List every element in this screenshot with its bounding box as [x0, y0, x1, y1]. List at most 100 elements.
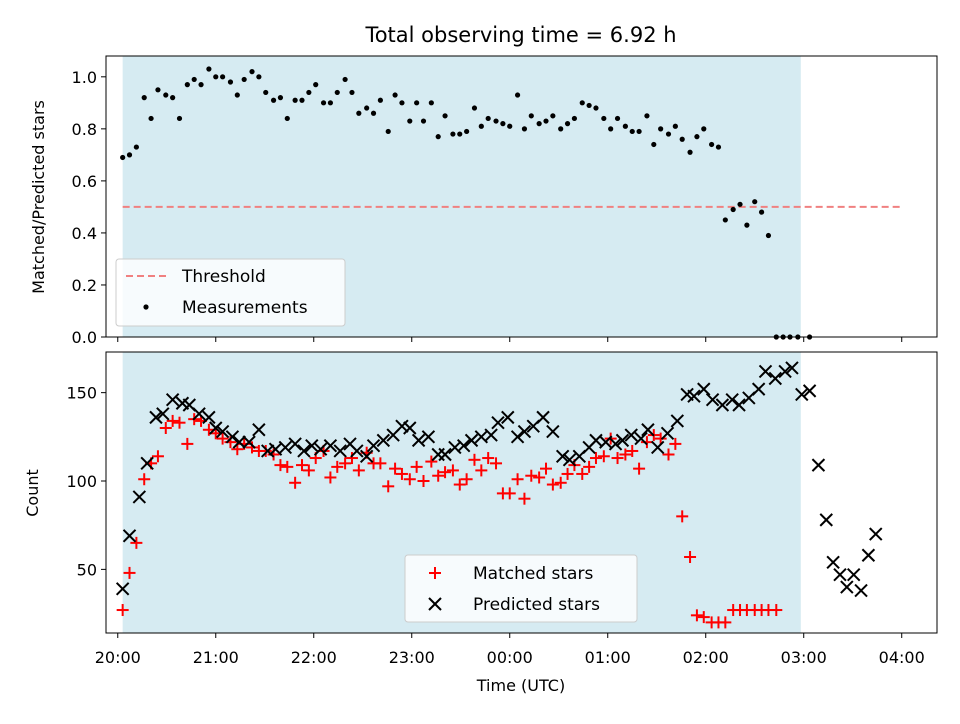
- predicted-point: [861, 548, 876, 562]
- measurement-point: [377, 97, 383, 103]
- predicted-point: [536, 410, 550, 425]
- measurement-point: [521, 126, 528, 132]
- matched-point: [439, 466, 452, 479]
- matched-point: [116, 604, 129, 617]
- measurement-point: [701, 126, 707, 132]
- predicted-point: [641, 423, 655, 437]
- predicted-point: [140, 456, 154, 471]
- measurement-point: [744, 222, 750, 228]
- predicted-point: [313, 442, 328, 456]
- bottom-xtick-label: 04:00: [879, 648, 925, 667]
- measurement-point: [399, 100, 405, 106]
- bottom-xtick-label: 01:00: [585, 648, 631, 667]
- predicted-point: [660, 426, 675, 441]
- measurement-point: [464, 128, 470, 135]
- predicted-point: [305, 438, 319, 453]
- measurement-point: [370, 110, 377, 116]
- matched-point: [289, 476, 302, 489]
- legend-measurements-label: Measurements: [182, 298, 308, 318]
- measurement-point: [500, 121, 506, 127]
- measurement-point: [644, 113, 650, 119]
- measurement-point: [435, 134, 441, 140]
- measurement-point: [543, 118, 549, 124]
- predicted-point: [395, 419, 409, 433]
- predicted-point: [795, 387, 809, 402]
- matched-point: [425, 455, 438, 468]
- measurement-point: [299, 97, 305, 103]
- measurement-point: [428, 100, 434, 106]
- matched-point: [583, 460, 596, 473]
- matched-point: [468, 453, 481, 466]
- bottom-legend-box: [404, 554, 638, 623]
- measurement-point: [342, 76, 348, 83]
- measurement-point: [765, 232, 772, 239]
- measurement-point: [126, 152, 133, 158]
- measurement-point: [601, 115, 607, 122]
- measurement-point: [170, 95, 176, 101]
- matched-point: [216, 432, 229, 445]
- measurement-point: [536, 121, 542, 127]
- predicted-point: [192, 407, 206, 421]
- predicted-point: [456, 438, 471, 453]
- legend-matched-swatch: [429, 567, 441, 579]
- matched-point: [576, 467, 589, 480]
- matched-point: [503, 487, 516, 500]
- measurement-point: [457, 131, 463, 137]
- measurement-point: [270, 97, 277, 103]
- measurement-point: [636, 128, 642, 135]
- measurement-point: [364, 105, 370, 111]
- matched-point: [589, 452, 602, 465]
- measurement-point: [715, 144, 722, 150]
- matched-point: [274, 459, 287, 472]
- measurement-point: [694, 134, 700, 140]
- measurement-point: [206, 66, 212, 72]
- predicted-point: [802, 384, 817, 398]
- matched-point: [151, 450, 164, 463]
- predicted-point: [297, 444, 311, 458]
- measurement-point: [622, 123, 628, 129]
- matched-point: [690, 609, 703, 622]
- measurement-point: [155, 87, 161, 93]
- measurement-point: [306, 89, 312, 96]
- measurement-point: [579, 100, 585, 106]
- matched-point: [662, 448, 675, 461]
- measurement-point: [672, 123, 678, 129]
- predicted-point: [819, 513, 833, 527]
- predicted-point: [421, 430, 436, 444]
- matched-point: [611, 452, 624, 465]
- bottom-panel: 50 100 150 20:00 21:00 22:00 23:00 00:00 01:00 0…: [23, 351, 938, 695]
- predicted-point: [209, 421, 223, 435]
- matched-point: [138, 473, 151, 486]
- matched-point: [518, 492, 531, 505]
- measurement-point: [758, 209, 765, 215]
- measurement-point: [392, 92, 398, 98]
- matched-point: [345, 452, 358, 465]
- measurement-point: [571, 115, 578, 122]
- matched-point: [640, 436, 653, 449]
- matched-point: [460, 473, 473, 486]
- predicted-point: [359, 449, 374, 463]
- measurement-point: [213, 74, 219, 80]
- predicted-point: [225, 430, 240, 444]
- matched-point: [511, 473, 524, 486]
- predicted-point: [546, 424, 560, 439]
- predicted-point: [232, 435, 246, 449]
- legend-predicted-swatch: [428, 597, 442, 611]
- matched-point: [453, 478, 466, 491]
- predicted-point: [778, 364, 792, 379]
- measurement-point: [507, 123, 513, 129]
- predicted-point: [651, 440, 665, 455]
- predicted-point: [846, 567, 861, 582]
- predicted-point: [697, 382, 711, 396]
- bottom-ytick-label: 100: [66, 472, 97, 491]
- matched-point: [475, 464, 488, 477]
- measurement-point: [478, 123, 484, 129]
- predicted-point: [715, 398, 730, 412]
- legend-predicted-label: Predicted stars: [473, 595, 600, 615]
- measurement-point: [730, 206, 736, 213]
- measurement-point: [148, 115, 154, 122]
- matched-point: [770, 604, 783, 617]
- top-legend-box: [115, 258, 346, 327]
- matched-point: [395, 467, 408, 480]
